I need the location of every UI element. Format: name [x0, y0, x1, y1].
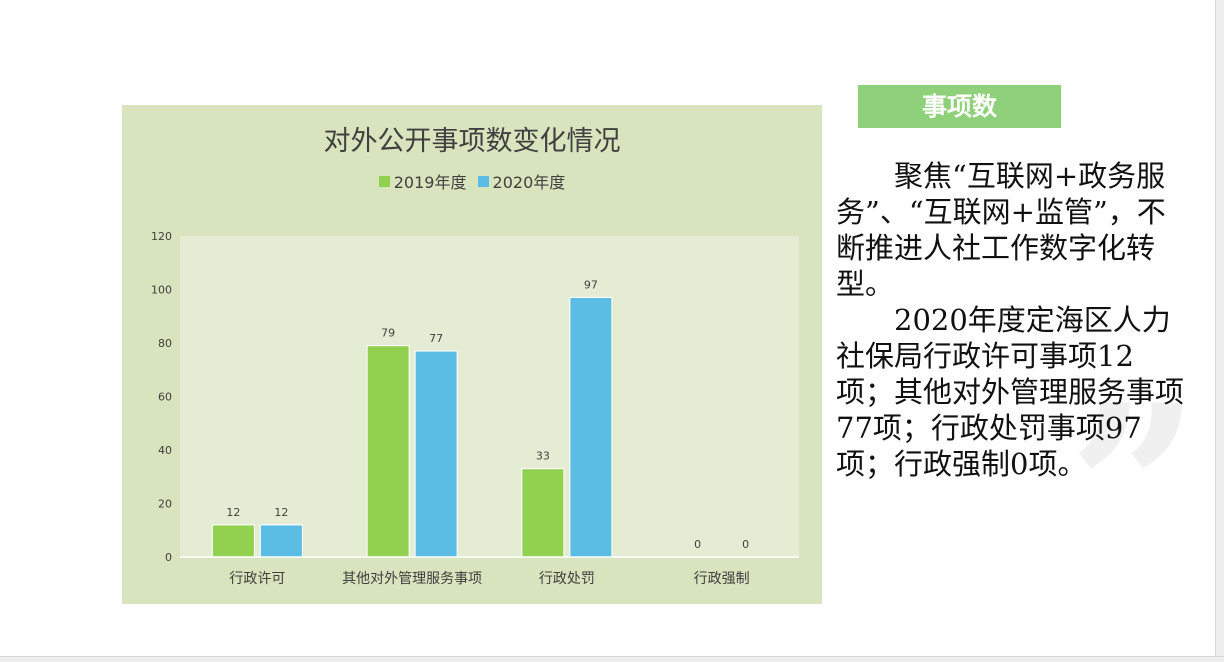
data-label: 33: [536, 450, 550, 463]
y-tick-label: 60: [158, 391, 172, 404]
x-category-label: 行政许可: [229, 571, 285, 587]
x-category-label: 行政强制: [694, 571, 750, 587]
chart-legend: 2019年度 2020年度: [122, 169, 822, 193]
data-label: 12: [226, 506, 240, 519]
bar: [366, 345, 410, 558]
y-tick-label: 120: [151, 230, 172, 243]
y-tick-label: 100: [151, 284, 172, 297]
legend-label: 2020年度: [492, 173, 566, 192]
paragraph: 聚焦“互联网+政务服务”、“互联网+监管”，不断推进人社工作数字化转型。: [836, 159, 1166, 301]
description-text: 聚焦“互联网+政务服务”、“互联网+监管”，不断推进人社工作数字化转型。 202…: [836, 158, 1186, 482]
legend-swatch: [477, 175, 489, 187]
data-label: 0: [742, 538, 749, 551]
y-tick-label: 20: [158, 498, 172, 511]
y-tick-label: 40: [158, 444, 172, 457]
plot-area: [180, 236, 799, 557]
bar: [414, 350, 458, 558]
page-edge: [1215, 0, 1224, 661]
quote-mark-decoration: ”: [1068, 355, 1201, 625]
bar: [569, 297, 613, 558]
bar: [259, 524, 303, 558]
x-category-label: 其他对外管理服务事项: [342, 571, 482, 587]
bar: [211, 524, 255, 558]
data-label: 77: [429, 332, 443, 345]
data-label: 97: [584, 279, 598, 292]
legend-label: 2019年度: [393, 173, 467, 192]
legend-item-2019: 2019年度: [378, 169, 467, 193]
section-badge: 事项数: [858, 85, 1061, 128]
bar: [521, 468, 565, 558]
data-label: 12: [274, 506, 288, 519]
data-label: 0: [694, 538, 701, 551]
chart-title: 对外公开事项数变化情况: [323, 126, 621, 157]
legend-swatch: [378, 175, 390, 187]
y-tick-label: 80: [158, 337, 172, 350]
bar-chart: 0 20 40 60 80 100 120 12 12 行政许可 79 77 其他对外管理服务事项 33 9…: [151, 230, 799, 587]
legend-item-2020: 2020年度: [477, 169, 566, 193]
x-category-label: 行政处罚: [539, 571, 595, 587]
y-tick-label: 0: [165, 551, 172, 564]
paragraph: 2020年度定海区人力社保局行政许可事项12项；其他对外管理服务事项77项；行政…: [836, 303, 1185, 481]
chart-panel: 0 20 40 60 80 100 120 12 12 行政许可 79 77 其他对外管理服务事项 33 9…: [122, 105, 822, 604]
page-edge: [0, 656, 1224, 662]
data-label: 79: [381, 327, 395, 340]
